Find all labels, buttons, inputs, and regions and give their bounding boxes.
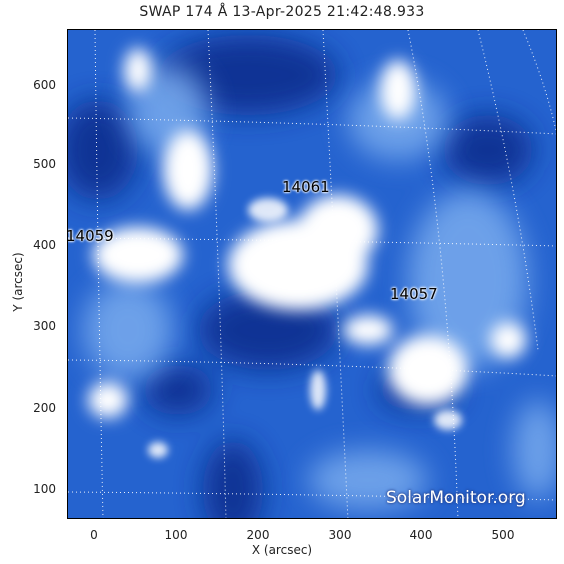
watermark: SolarMonitor.org [386, 488, 526, 508]
y-tick-label: 500 [33, 157, 56, 171]
x-axis-label: X (arcsec) [251, 543, 313, 557]
active-region-label: 14059 [67, 227, 114, 245]
y-tick-label: 400 [33, 238, 56, 252]
active-region-label: 14061 [282, 178, 330, 196]
y-axis-label: Y (arcsec) [11, 252, 25, 312]
x-tick-label: 300 [328, 528, 352, 542]
x-tick-label: 0 [90, 528, 98, 542]
x-tick-label: 500 [491, 528, 515, 542]
x-tick-label: 100 [164, 528, 188, 542]
active-region-label: 14057 [390, 285, 438, 303]
solar-image-panel: 14061 14059 14057 SolarMonitor.org [67, 29, 557, 519]
y-tick-label: 300 [33, 319, 56, 333]
euv-image [68, 30, 556, 518]
x-tick-label: 400 [409, 528, 433, 542]
image-title: SWAP 174 Å 13-Apr-2025 21:42:48.933 [139, 4, 425, 20]
x-tick-label: 200 [246, 528, 270, 542]
y-tick-label: 200 [33, 401, 56, 415]
y-tick-label: 100 [33, 482, 56, 496]
y-tick-label: 600 [33, 78, 56, 92]
